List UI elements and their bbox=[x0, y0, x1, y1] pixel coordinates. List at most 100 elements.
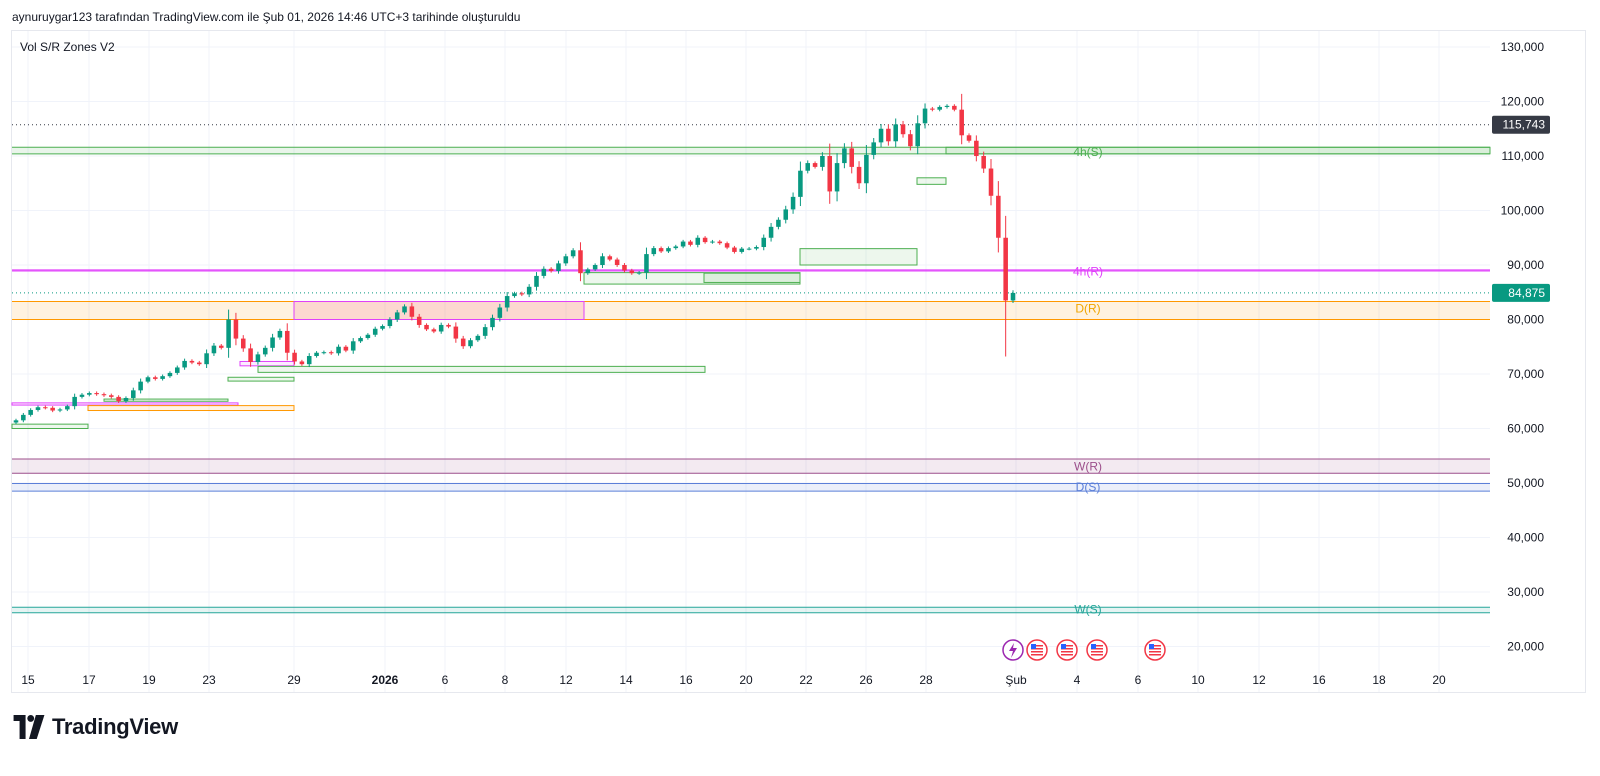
candle-body bbox=[21, 414, 26, 421]
x-tick-label: 22 bbox=[799, 673, 813, 687]
y-tick-label: 90,000 bbox=[1507, 258, 1544, 272]
x-tick-label: 29 bbox=[287, 673, 301, 687]
candle-body bbox=[504, 296, 510, 308]
candle-body bbox=[805, 163, 811, 171]
chart-caption: aynuruygar123 tarafından TradingView.com… bbox=[12, 10, 521, 24]
candle-body bbox=[468, 340, 473, 347]
candle-body bbox=[35, 407, 41, 410]
history-zone-box bbox=[87, 405, 295, 412]
tradingview-logo[interactable]: TradingView bbox=[12, 714, 178, 740]
candle-body bbox=[306, 356, 312, 365]
candle-body bbox=[988, 168, 994, 196]
price-axis: 130,000 120,000 110,000 100,000 90,000 80,000… bbox=[1492, 40, 1550, 654]
candle-body bbox=[65, 406, 70, 410]
x-tick-label: 26 bbox=[859, 673, 873, 687]
x-tick-label: 16 bbox=[1312, 673, 1326, 687]
candle-body bbox=[739, 248, 745, 252]
candle-body bbox=[87, 393, 92, 395]
candle-body bbox=[358, 338, 363, 342]
sr-zone bbox=[12, 459, 1490, 474]
candle-body bbox=[13, 420, 19, 423]
candle-body bbox=[834, 163, 840, 192]
y-tick-label: 100,000 bbox=[1501, 204, 1545, 218]
candle-body bbox=[475, 335, 481, 341]
y-tick-label: 70,000 bbox=[1507, 367, 1544, 381]
candle-body bbox=[761, 237, 767, 248]
candle-body bbox=[629, 270, 635, 274]
candle-body bbox=[827, 156, 833, 192]
candle-body bbox=[820, 156, 825, 167]
candle-body bbox=[974, 140, 979, 156]
x-tick-label: 15 bbox=[21, 673, 35, 687]
candle-body bbox=[94, 393, 99, 395]
candle-body bbox=[585, 269, 591, 274]
x-tick-label: 23 bbox=[202, 673, 216, 687]
x-tick-label: 17 bbox=[82, 673, 96, 687]
indicator-legend[interactable]: Vol S/R Zones V2 bbox=[20, 40, 115, 54]
candle-body bbox=[724, 243, 730, 248]
x-tick-label: 12 bbox=[559, 673, 573, 687]
candle-body bbox=[365, 334, 371, 339]
zone-label: W(S) bbox=[1074, 602, 1101, 616]
x-tick-label: 6 bbox=[1135, 673, 1142, 687]
history-zone-box bbox=[945, 146, 1491, 155]
candlestick-chart[interactable]: 130,000 120,000 110,000 100,000 90,000 80,000… bbox=[0, 0, 1600, 700]
zone-label: W(R) bbox=[1074, 460, 1102, 474]
candle-body bbox=[512, 293, 517, 297]
candle-body bbox=[109, 395, 114, 397]
lightning-event-icon[interactable] bbox=[1002, 639, 1024, 661]
y-tick-label: 60,000 bbox=[1507, 422, 1544, 436]
history-zone-box bbox=[11, 423, 89, 430]
candle-body bbox=[438, 324, 444, 332]
candle-body bbox=[952, 105, 957, 110]
candle-body bbox=[563, 256, 569, 264]
candle-body bbox=[409, 306, 415, 317]
candle-body bbox=[871, 142, 876, 155]
candle-body bbox=[460, 338, 466, 347]
historic-zone bbox=[293, 301, 585, 321]
candle-body bbox=[636, 272, 642, 274]
y-tick-label: 50,000 bbox=[1507, 476, 1544, 490]
candle-body bbox=[600, 256, 605, 265]
candle-body bbox=[336, 346, 341, 354]
zone-label: D(R) bbox=[1075, 302, 1100, 316]
y-tick-label: 20,000 bbox=[1507, 640, 1544, 654]
candle-body bbox=[497, 307, 503, 318]
candle-body bbox=[1003, 237, 1008, 301]
y-tick-label: 110,000 bbox=[1502, 149, 1545, 163]
candle-body bbox=[446, 324, 451, 327]
us-flag-event-icon[interactable] bbox=[1086, 639, 1108, 661]
candle-body bbox=[996, 195, 1001, 238]
us-flag-event-icon[interactable] bbox=[1056, 639, 1078, 661]
candle-body bbox=[233, 319, 239, 339]
candle-body bbox=[578, 250, 583, 274]
candle-body bbox=[394, 312, 400, 320]
x-tick-label: 18 bbox=[1372, 673, 1386, 687]
us-flag-event-icon[interactable] bbox=[1144, 639, 1166, 661]
x-tick-label: 10 bbox=[1191, 673, 1205, 687]
candle-body bbox=[299, 361, 305, 365]
plot-area[interactable] bbox=[11, 30, 1586, 693]
candle-body bbox=[886, 128, 891, 142]
candle-body bbox=[981, 156, 986, 169]
zone-label: D(S) bbox=[1076, 480, 1101, 494]
history-zone-box bbox=[239, 360, 295, 367]
candle-body bbox=[262, 347, 268, 355]
history-zone-box bbox=[11, 402, 239, 406]
candle-body bbox=[541, 268, 547, 276]
candle-body bbox=[856, 166, 862, 184]
candle-body bbox=[372, 328, 378, 335]
candle-body bbox=[548, 268, 554, 271]
candle-body bbox=[321, 352, 327, 354]
candle-body bbox=[72, 396, 77, 407]
candle-body bbox=[526, 286, 532, 295]
sr-zone bbox=[12, 607, 1490, 613]
x-tick-label: 16 bbox=[679, 673, 693, 687]
candle-body bbox=[387, 319, 393, 327]
candle-body bbox=[343, 346, 349, 351]
candle-body bbox=[900, 124, 906, 135]
us-flag-event-icon[interactable] bbox=[1026, 639, 1048, 661]
candle-body bbox=[167, 372, 173, 377]
y-tick-label: 30,000 bbox=[1507, 585, 1544, 599]
price-label: 84,875 bbox=[1508, 286, 1545, 300]
